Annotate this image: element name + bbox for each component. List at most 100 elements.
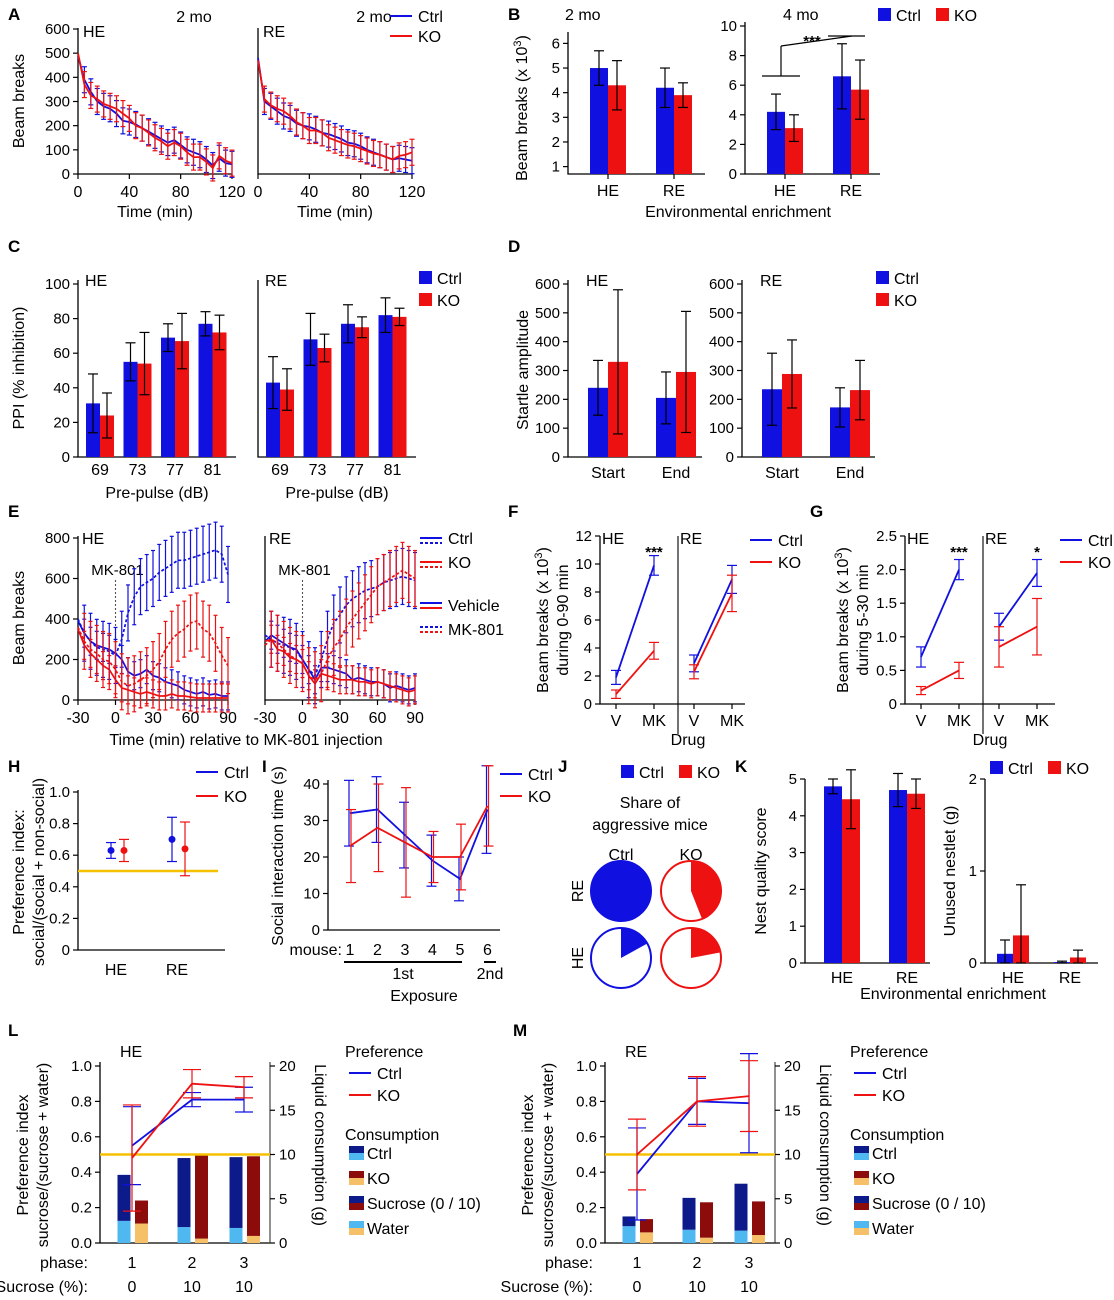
bar-ctrl [161,337,175,457]
y-tick-label: 1.0 [876,629,897,646]
legend-ko-swatch [936,8,949,21]
legend-consumption-label: KO [367,1171,390,1188]
y-tick-label: 4 [584,640,592,657]
pie-slice [621,928,648,958]
bar-ctrl [824,786,842,963]
x-tick-label: Start [591,465,625,482]
x-prefix-label: phase: [545,1255,593,1272]
x-tick-label: HE [774,183,796,200]
legend-preference-title: Preference [850,1044,928,1061]
x-axis-label: Time (min) relative to MK-801 injection [109,732,382,749]
panel-letter-A: A [8,5,20,24]
pie-slice [691,861,721,919]
x-tick-label: 120 [399,184,426,201]
y-tick-label: 1 [969,863,977,880]
legend-ctrl-label: Ctrl [778,533,803,550]
y-tick-label: 0.0 [576,1235,597,1252]
bar-ko [608,85,626,174]
y-axis-label: Unused nestlet (g) [942,806,959,937]
bar-ko-sucrose [195,1154,208,1239]
legend-consumption-title: Consumption [345,1127,439,1144]
x-tick-label: 4 [428,942,437,959]
y-axis-label: Beam breaks (x 103) [512,35,531,181]
right-y-tick-label: 20 [784,1058,801,1075]
phase-label: 2 [188,1255,197,1272]
legend-ctrl-label: Ctrl [894,271,919,288]
y-tick-label: 300 [45,94,70,111]
sucrose-label: 0 [128,1279,137,1296]
y-axis-label: Beam breaks [11,571,28,665]
x-tick-label: 30 [331,710,349,727]
y-axis-label: PPI (% inhibition) [11,307,28,430]
y-tick-label: 100 [45,142,70,159]
legend-consumption-swatch [854,1221,869,1228]
y-axis-label: Preference index: [11,809,28,934]
subplot-label: HE [907,531,929,548]
legend-ko-label: KO [894,293,917,310]
x-tick-label: 6 [483,942,492,959]
subplot-label: RE [760,273,782,290]
x-axis-label: Environmental enrichment [645,204,831,221]
bar-ctrl-sucrose [622,1216,636,1227]
y-tick-label: 0 [584,696,592,713]
bar-ctrl-sucrose [682,1197,696,1230]
y-tick-label: 4 [552,85,560,102]
y-axis-label-2: social/(social + non-social) [31,778,48,966]
x-tick-label: HE [105,962,127,979]
y-tick-label: 0.4 [576,1164,597,1181]
bar-ko-sucrose [135,1200,148,1224]
panel-letter-E: E [8,502,19,521]
bar-ko-water [700,1237,713,1243]
y-tick-label: 40 [303,776,320,793]
significance-stars: *** [950,544,968,561]
x-tick-label: End [836,465,864,482]
y-tick-label: 30 [303,813,320,830]
y-tick-label: 0 [62,942,70,959]
y-tick-label: 0.8 [49,816,70,833]
y-tick-label: 400 [45,611,70,628]
legend-consumption-swatch [349,1221,364,1228]
y-tick-label: 400 [45,69,70,86]
legend-ctrl-swatch [419,271,432,284]
y-tick-label: 60 [53,345,70,362]
y-tick-label: 600 [45,21,70,38]
y-tick-label: 500 [709,305,734,322]
series-ko-mk-801 [264,569,416,681]
bar-ko-water [195,1238,208,1243]
y-axis-label-2: during 5-30 min [855,564,872,675]
x-tick-label: 60 [182,710,200,727]
y-tick-label: 0.6 [49,847,70,864]
series-ko [77,53,233,170]
y-tick-label: 2.0 [876,562,897,579]
x-axis-label: Environmental enrichment [860,986,1046,1003]
y-tick-label: 0.8 [576,1093,597,1110]
y-tick-label: 3 [552,109,560,126]
y-tick-label: 0 [889,696,897,713]
y-tick-label: 0.2 [71,1200,92,1217]
legend-consumption-swatch [854,1203,869,1210]
legend-ko-swatch [679,765,692,778]
y-tick-label: 0.5 [876,662,897,679]
bar-ctrl-water [734,1230,748,1243]
subplot-label: RE [265,273,287,290]
y-tick-label: 2 [552,134,560,151]
y-tick-label: 0 [789,955,797,972]
y-tick-label: 0.4 [71,1164,92,1181]
panel-letter-J: J [558,757,567,776]
bar-ko [392,316,407,457]
x-tick-label: 77 [346,462,364,479]
y-tick-label: 600 [709,276,734,293]
legend-ko-label: KO [1066,761,1089,778]
x-tick-label: 40 [300,184,318,201]
y-tick-label: 3 [789,845,797,862]
right-y-tick-label: 10 [784,1147,801,1164]
y-tick-label: 5 [552,60,560,77]
legend-preference-ctrl-label: Ctrl [882,1066,907,1083]
y-tick-label: 10 [720,18,737,35]
injection-annotation: MK-801 [278,562,331,579]
y-axis-label-close: ) [535,547,552,552]
y-tick-label: 100 [535,420,560,437]
subplot-label: RE [985,531,1007,548]
phase-label: 1 [633,1255,642,1272]
group-label-2nd: 2nd [477,966,504,983]
